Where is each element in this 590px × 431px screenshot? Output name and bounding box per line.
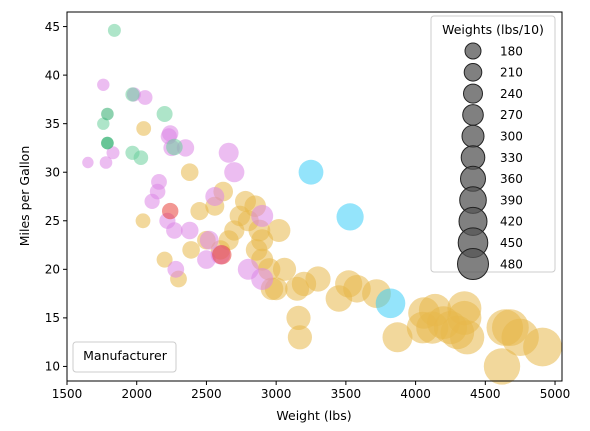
data-point	[97, 78, 110, 92]
data-point	[82, 156, 94, 169]
data-point	[287, 325, 312, 350]
size-legend-label: 360	[500, 172, 523, 186]
size-legend-label: 450	[500, 236, 523, 250]
y-tick-label: 45	[45, 20, 60, 34]
data-point	[251, 229, 274, 252]
x-tick-label: 3500	[331, 387, 362, 401]
data-point	[267, 219, 291, 242]
data-point	[162, 125, 179, 142]
data-point	[286, 305, 311, 330]
size-legend-frame	[430, 15, 556, 273]
data-point	[133, 150, 149, 165]
data-point	[162, 202, 179, 220]
data-point	[101, 136, 114, 150]
size-legend-marker	[460, 145, 486, 170]
size-legend-label: 210	[500, 66, 523, 80]
y-axis-label: Miles per Gallon	[17, 146, 32, 247]
axes-layer: 1500 2000 2500 3000 3500 4000 4500 5000 10 15 20 25…	[45, 11, 571, 401]
data-point	[375, 288, 406, 319]
x-tick-label: 2000	[121, 387, 152, 401]
y-tick-label: 40	[45, 68, 60, 82]
data-point	[137, 90, 153, 105]
data-point	[136, 121, 152, 136]
x-tick-label: 2500	[191, 387, 222, 401]
size-legend-label: 390	[500, 193, 523, 207]
data-point	[212, 245, 232, 265]
size-legend-marker	[463, 83, 483, 104]
data-point	[336, 203, 364, 231]
size-legend-marker	[462, 104, 484, 126]
x-tick-label: 3000	[261, 387, 292, 401]
data-point	[272, 257, 297, 281]
size-legend-title: Weights (lbs/10)	[442, 22, 544, 37]
size-legend-label: 300	[500, 130, 523, 144]
size-legend-marker	[457, 248, 489, 280]
size-legend-label: 480	[500, 257, 523, 271]
x-tick-label: 5000	[540, 387, 571, 401]
data-point	[483, 348, 521, 385]
x-tick-label: 1500	[52, 387, 83, 401]
data-point	[224, 162, 245, 183]
size-legend-label: 420	[500, 215, 523, 229]
data-point	[99, 156, 113, 169]
size-legend-marker	[464, 42, 482, 60]
manufacturer-legend-frame	[72, 341, 177, 373]
data-point	[156, 251, 173, 268]
data-point	[125, 87, 140, 102]
size-legend: Weights (lbs/10) 180 210 240 270 300 330 360 39…	[430, 15, 556, 280]
data-point	[305, 266, 331, 292]
manufacturer-legend: Manufacturer	[72, 341, 177, 373]
data-point	[101, 107, 114, 121]
data-point	[180, 163, 199, 181]
data-point	[166, 222, 183, 239]
data-point	[151, 174, 167, 190]
data-point	[523, 327, 562, 367]
data-point	[107, 23, 121, 37]
data-point	[167, 260, 185, 278]
data-point	[156, 106, 173, 122]
points-layer	[82, 23, 562, 385]
data-point	[251, 268, 274, 290]
x-tick-label: 4000	[400, 387, 431, 401]
data-point	[205, 187, 225, 206]
data-point	[382, 322, 413, 353]
data-point	[106, 146, 120, 160]
data-point	[199, 230, 219, 250]
axes-frame	[66, 11, 563, 382]
y-tick-label: 30	[45, 166, 60, 180]
data-point	[218, 142, 239, 163]
size-legend-label: 240	[500, 87, 523, 101]
data-point	[182, 241, 200, 259]
size-legend-marker	[461, 124, 485, 148]
manufacturer-legend-title: Manufacturer	[83, 348, 168, 363]
y-tick-label: 10	[45, 360, 60, 374]
data-point	[166, 138, 183, 156]
size-legend-label: 180	[500, 44, 523, 58]
data-point	[298, 159, 324, 185]
data-point	[135, 213, 151, 229]
y-tick-label: 15	[45, 311, 60, 325]
data-point	[97, 117, 110, 130]
size-legend-label: 330	[500, 151, 523, 165]
data-point	[190, 202, 209, 221]
data-point	[180, 221, 199, 240]
data-point	[251, 204, 274, 227]
y-tick-label: 20	[45, 263, 60, 277]
y-tick-label: 35	[45, 117, 60, 131]
y-tick-label: 25	[45, 214, 60, 228]
size-legend-marker	[463, 63, 483, 82]
size-legend-entries: 180 210 240 270 300 330 360 390 420 450 480	[457, 42, 523, 280]
size-legend-label: 270	[500, 108, 523, 122]
x-tick-label: 4500	[470, 387, 501, 401]
data-point	[450, 320, 485, 355]
x-axis-label: Weight (lbs)	[276, 408, 351, 423]
